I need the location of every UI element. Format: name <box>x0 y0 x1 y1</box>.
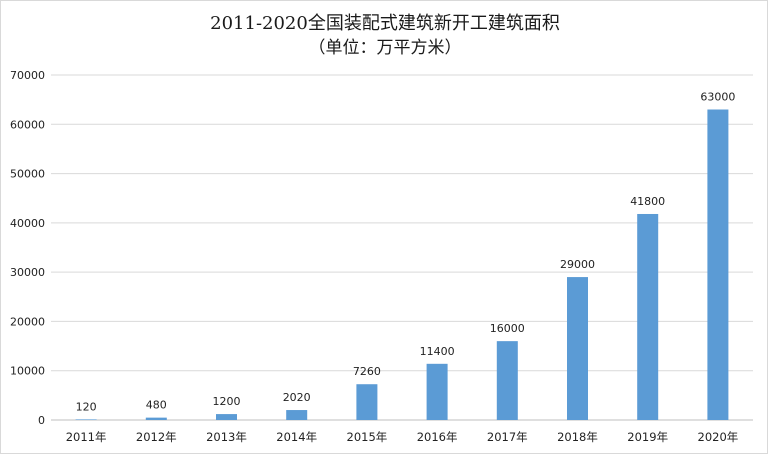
data-label: 16000 <box>490 322 525 335</box>
data-label: 1200 <box>213 395 241 408</box>
data-label: 2020 <box>283 391 311 404</box>
data-label: 29000 <box>560 258 595 271</box>
bar <box>707 109 729 420</box>
y-tick-label: 50000 <box>10 168 45 181</box>
data-label: 120 <box>76 400 97 413</box>
chart-title: 2011-2020全国装配式建筑新开工建筑面积 <box>210 13 560 34</box>
x-tick-label: 2015年 <box>347 430 388 444</box>
x-axis-tick-labels: 2011年 2012年 2013年 2014年 2015年 2016年 2017年 2018年… <box>66 430 739 444</box>
y-tick-label: 70000 <box>10 69 45 82</box>
x-tick-label: 2011年 <box>66 430 107 444</box>
data-label: 41800 <box>630 195 665 208</box>
y-tick-label: 30000 <box>10 266 45 279</box>
y-tick-label: 10000 <box>10 365 45 378</box>
y-tick-label: 40000 <box>10 217 45 230</box>
chart-subtitle: （单位：万平方米） <box>308 38 462 58</box>
y-tick-label: 20000 <box>10 315 45 328</box>
bar <box>637 213 659 420</box>
y-tick-label: 0 <box>38 414 45 427</box>
bar <box>426 363 448 420</box>
x-tick-label: 2018年 <box>557 430 598 444</box>
x-tick-label: 2016年 <box>417 430 458 444</box>
bar <box>216 414 237 420</box>
x-tick-label: 2019年 <box>627 430 668 444</box>
bar <box>75 419 97 420</box>
x-tick-label: 2014年 <box>276 430 317 444</box>
data-label: 480 <box>146 399 167 412</box>
bar <box>496 341 518 420</box>
x-tick-label: 2017年 <box>487 430 528 444</box>
grid-lines <box>51 74 753 421</box>
bar <box>567 277 588 420</box>
data-label: 7260 <box>353 365 381 378</box>
bars <box>75 109 729 420</box>
bar <box>286 410 308 420</box>
y-tick-label: 60000 <box>10 118 45 131</box>
x-tick-label: 2020年 <box>698 430 739 444</box>
x-tick-label: 2013年 <box>206 430 247 444</box>
bar <box>356 384 378 420</box>
data-label: 63000 <box>700 91 735 104</box>
y-axis-tick-labels: 0 10000 20000 30000 40000 50000 60000 70000 <box>10 69 45 427</box>
bar <box>145 417 167 420</box>
data-labels: 120 480 1200 2020 7260 11400 16000 29000 41800 63… <box>76 91 736 414</box>
x-tick-label: 2012年 <box>136 430 177 444</box>
data-label: 11400 <box>420 345 455 358</box>
